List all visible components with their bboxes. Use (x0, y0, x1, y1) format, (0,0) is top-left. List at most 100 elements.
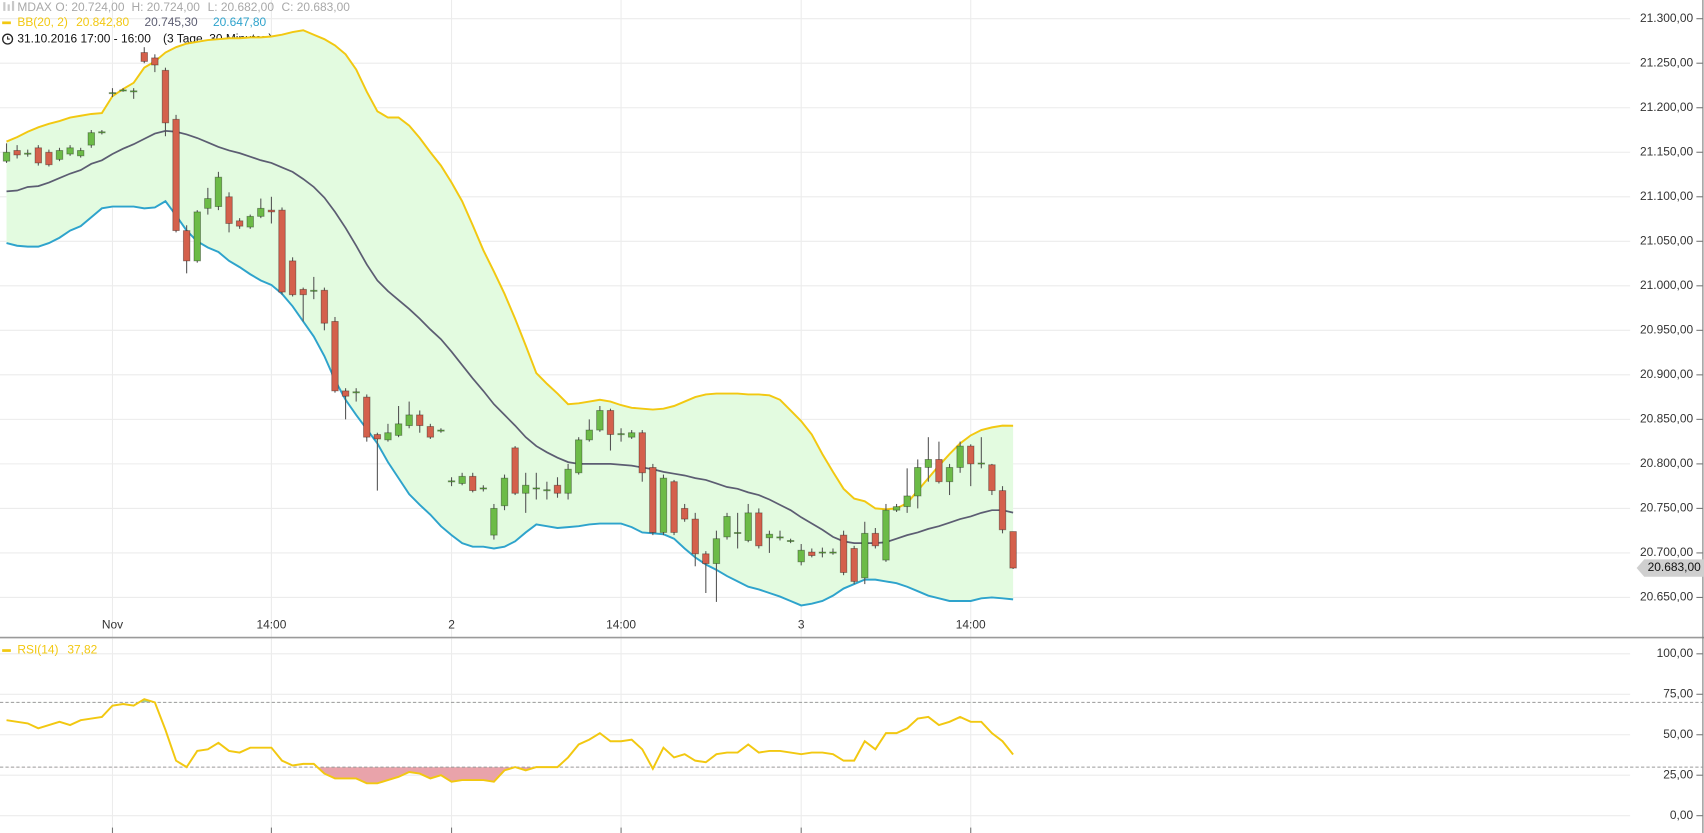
candle-body (151, 57, 159, 66)
y-tick-label: 21.000,00 (1640, 278, 1693, 292)
candle-body (988, 464, 996, 492)
candle-body (627, 432, 636, 438)
legend-value: 20.745,30 (145, 15, 198, 29)
legend-name: BB(20, 2) (17, 15, 67, 29)
candle-body (416, 414, 424, 427)
y-tick-label: 21.250,00 (1640, 55, 1693, 69)
candle-body (437, 429, 445, 432)
candle-body (257, 207, 265, 217)
x-tick-label: 14:00 (606, 618, 636, 632)
y-tick-label: 75,00 (1663, 686, 1693, 700)
candle-body (924, 459, 933, 468)
candle-body (882, 509, 890, 561)
candle-body (426, 426, 435, 438)
x-tick-label: 2 (448, 618, 455, 632)
candle-body (235, 220, 244, 227)
candle-body (977, 462, 986, 465)
candle-body (903, 495, 911, 508)
candle-body (193, 211, 201, 262)
candle-body (839, 534, 848, 573)
y-tick-label: 20.900,00 (1640, 367, 1693, 381)
candle-body (500, 477, 509, 507)
ohlc-label: L: 20.682,00 (208, 0, 275, 14)
candle-body (225, 196, 233, 224)
candle-body (119, 89, 127, 92)
y-tick-label: 21.100,00 (1640, 189, 1693, 203)
candle-body (490, 507, 498, 536)
legend-value: 37,82 (67, 643, 97, 657)
candle-body (161, 69, 170, 124)
candle-body (299, 288, 307, 296)
y-tick-label: 21.300,00 (1640, 11, 1693, 25)
candle-body (479, 487, 488, 490)
candle-body (808, 551, 816, 557)
candle-body (670, 481, 678, 533)
clock-icon (7, 36, 10, 40)
candle-body (172, 118, 180, 232)
y-tick-label: 20.950,00 (1640, 322, 1693, 336)
candle-body (310, 289, 318, 292)
symbol-icon (7, 4, 10, 11)
legend-value: 20.842,80 (76, 15, 129, 29)
y-tick-label: 0,00 (1670, 808, 1694, 822)
candle-body (447, 480, 456, 483)
candle-body (871, 532, 880, 547)
candle-body (66, 147, 74, 155)
candle-body (596, 410, 604, 431)
candle-body (469, 475, 477, 492)
candle-body (797, 549, 805, 563)
candle-body (786, 540, 795, 542)
candle-body (278, 209, 286, 293)
period: 31.10.2016 17:00 - 16:00 (17, 31, 151, 45)
x-tick-label: 14:00 (256, 618, 286, 632)
candle-body (2, 151, 11, 162)
band-fill (6, 30, 1014, 606)
x-tick-label: 14:00 (956, 618, 986, 632)
band-line (6, 29, 1014, 511)
symbol-icon (3, 2, 6, 11)
candle-body (744, 512, 752, 541)
candle-body (363, 396, 371, 438)
candle-body (998, 490, 1007, 531)
candle-body (1009, 531, 1017, 569)
candle-body (384, 432, 392, 441)
candle-body (331, 320, 339, 392)
candle-body (214, 176, 223, 208)
last-price-label: 20.683,00 (1648, 560, 1701, 574)
legend-name: RSI(14) (17, 643, 58, 657)
candle-body (394, 423, 403, 436)
y-tick-label: 25,00 (1663, 767, 1693, 781)
ohlc-label: O: 20.724,00 (55, 0, 124, 14)
candle-body (320, 289, 329, 324)
candle-body (553, 484, 562, 494)
candle-body (129, 90, 138, 93)
candle-body (98, 131, 106, 134)
legend-value: 20.647,80 (213, 15, 266, 29)
candle-body (564, 468, 572, 494)
x-tick-label: Nov (102, 618, 123, 632)
candle-body (956, 445, 964, 468)
y-tick-label: 20.700,00 (1640, 545, 1693, 559)
candle-body (108, 92, 117, 95)
candle-body (585, 429, 593, 441)
candle-body (755, 512, 763, 547)
y-tick-label: 21.150,00 (1640, 144, 1693, 158)
candle-body (405, 414, 413, 427)
candle-body (246, 215, 254, 228)
y-tick-label: 20.750,00 (1640, 501, 1693, 515)
symbol: MDAX (17, 0, 52, 14)
ohlc-label: C: 20.683,00 (281, 0, 350, 14)
candle-body (87, 132, 95, 146)
candle-body (818, 551, 827, 554)
candle-body (204, 198, 212, 209)
candle-body (24, 152, 32, 155)
candle-body (532, 487, 540, 490)
y-tick-label: 20.850,00 (1640, 412, 1693, 426)
candle-body (776, 536, 784, 539)
candle-body (606, 410, 615, 435)
candle-body (765, 533, 774, 539)
candle-body (723, 515, 731, 538)
x-tick-label: 3 (798, 618, 805, 632)
candle-body (892, 506, 901, 511)
